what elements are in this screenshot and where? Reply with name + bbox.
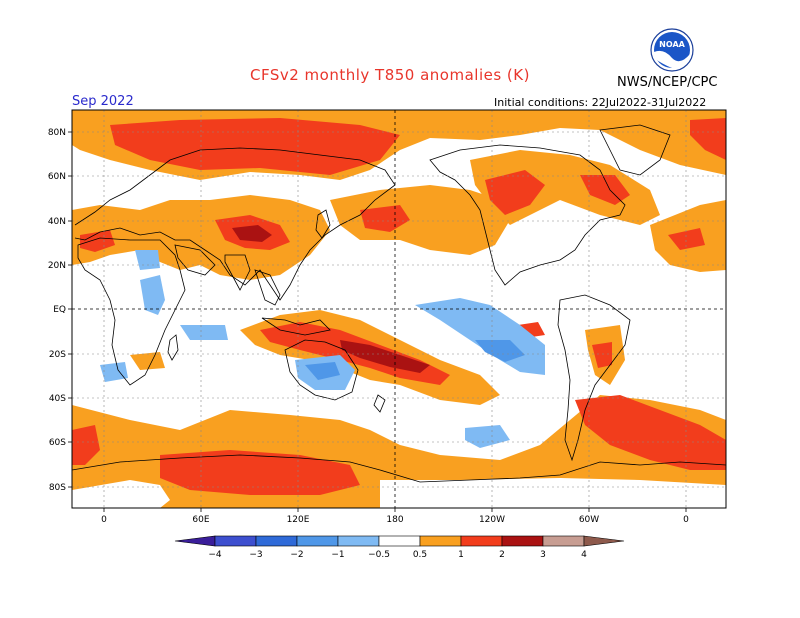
noaa-logo-icon: NOAA xyxy=(650,28,694,72)
lon-label: 120E xyxy=(287,515,310,525)
coastline-indonesia xyxy=(261,317,331,336)
colorbar-bin xyxy=(214,535,257,547)
coastline-japan xyxy=(315,209,331,239)
lat-label: EQ xyxy=(53,305,66,315)
coastline-greenland xyxy=(599,124,671,176)
warm-region-atlantic-east xyxy=(80,230,115,252)
lon-label: 0 xyxy=(683,515,689,525)
cool-region-australia-core xyxy=(305,362,340,380)
lon-label: 60E xyxy=(192,515,209,525)
lat-label: 20S xyxy=(49,350,66,360)
cool-region-tropical-pacific-core xyxy=(475,340,525,362)
axis-ticks xyxy=(68,131,687,512)
cool-region-indian-ocean xyxy=(180,325,228,340)
colorbar-label: 3 xyxy=(540,550,546,560)
coastline-north-america xyxy=(429,144,626,286)
colorbar-label: −1 xyxy=(331,550,344,560)
warm-region-southern-ocean-east xyxy=(575,395,726,470)
warm-region-north-pacific xyxy=(330,185,510,255)
colorbar-bin xyxy=(583,535,625,547)
chart-title: CFSv2 monthly T850 anomalies (K) xyxy=(0,66,800,84)
colorbar-bin xyxy=(460,535,503,547)
graticule xyxy=(72,110,726,508)
lon-label: 0 xyxy=(101,515,107,525)
warm-region-eurasia xyxy=(72,195,330,280)
colorbar-label: −0.5 xyxy=(368,550,390,560)
warm-region-south-pacific-core xyxy=(340,340,430,373)
warm-region-west-atlantic-core xyxy=(668,228,705,250)
initial-conditions: Initial conditions: 22Jul2022-31Jul2022 xyxy=(494,96,707,109)
colorbar-label: −2 xyxy=(290,550,303,560)
reference-lines xyxy=(72,110,726,508)
colorbar-bin xyxy=(419,535,462,547)
longitude-labels: 0 60E 120E 180 120W 60W 0 xyxy=(101,515,689,525)
warm-region-north-pacific-core xyxy=(360,205,410,232)
coastline-madagascar xyxy=(167,334,179,361)
coastline-southeast-asia xyxy=(254,269,281,306)
organization-label: NWS/NCEP/CPC xyxy=(617,75,718,90)
colorbar-bin xyxy=(296,535,339,547)
colorbar-label: 0.5 xyxy=(413,550,427,560)
lon-label: 180 xyxy=(386,515,403,525)
cool-region-south-atlantic xyxy=(100,362,128,382)
warm-region-greenland xyxy=(690,118,726,160)
colorbar-bin xyxy=(378,535,421,547)
colorbar-bin xyxy=(174,535,216,547)
colorbar-bin xyxy=(255,535,298,547)
lat-label: 80S xyxy=(49,483,66,493)
warm-region-southern-ocean-west xyxy=(72,425,100,465)
colorbar-label: −3 xyxy=(249,550,262,560)
colorbar-label: 4 xyxy=(581,550,587,560)
coastline-australia xyxy=(284,339,359,401)
colorbar-label: −4 xyxy=(208,550,222,560)
warm-region-southern-ocean-south xyxy=(160,450,360,495)
colorbar-label: 2 xyxy=(499,550,505,560)
latitude-labels: 80N 60N 40N 20N EQ 20S 40S 60S 80S xyxy=(48,128,66,493)
lat-label: 40N xyxy=(48,217,66,227)
colorbar xyxy=(174,535,625,547)
colorbar-label: 1 xyxy=(458,550,464,560)
coastline-africa xyxy=(77,237,186,386)
neutral-region-antarctica-east xyxy=(380,478,726,508)
warm-region-tibet xyxy=(232,225,272,242)
coastline-new-zealand xyxy=(373,394,386,413)
lat-label: 20N xyxy=(48,261,66,271)
colorbar-labels: −4 −3 −2 −1 −0.5 0.5 1 2 3 4 xyxy=(208,550,587,560)
warm-region-south-america-core xyxy=(592,342,612,368)
coastline-south-america xyxy=(557,294,631,462)
coastlines xyxy=(72,124,726,483)
lat-label: 60S xyxy=(49,438,66,448)
chart-title-text: CFSv2 monthly T850 anomalies (K) xyxy=(250,66,530,84)
coastline-antarctica xyxy=(72,454,726,483)
cool-region-africa xyxy=(140,275,165,315)
lat-label: 60N xyxy=(48,172,66,182)
lon-label: 60W xyxy=(579,515,599,525)
colorbar-bin xyxy=(542,535,585,547)
logo-text: NOAA xyxy=(659,40,685,49)
coastline-europe-asia xyxy=(74,147,396,301)
lon-label: 120W xyxy=(479,515,505,525)
lat-label: 80N xyxy=(48,128,66,138)
lat-label: 40S xyxy=(49,394,66,404)
coastline-arabia xyxy=(174,244,216,276)
forecast-month: Sep 2022 xyxy=(72,94,134,109)
warm-region-africa-south xyxy=(130,352,165,370)
colorbar-bin xyxy=(337,535,380,547)
colorbar-bin xyxy=(501,535,544,547)
neutral-region-antarctica xyxy=(72,480,170,508)
warm-region-canada-core xyxy=(485,170,545,215)
coastline-india xyxy=(224,254,251,291)
